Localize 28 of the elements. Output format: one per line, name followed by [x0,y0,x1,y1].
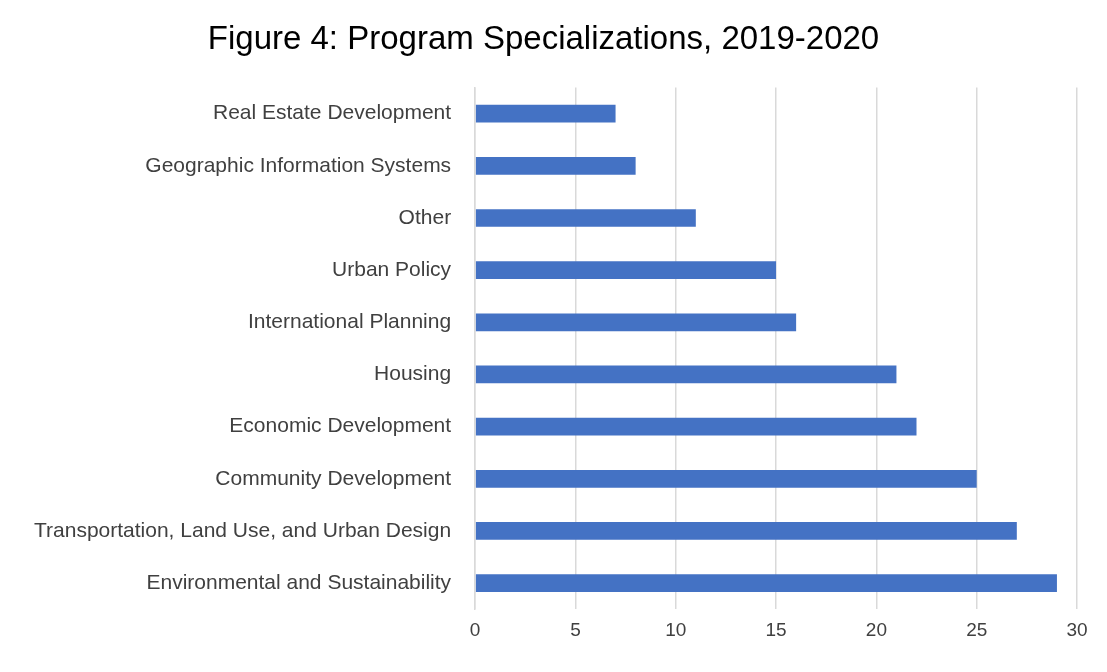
y-tick-label: Geographic Information Systems [145,152,452,176]
chart-title: Figure 4: Program Specializations, 2019-2020 [207,18,880,56]
y-tick-label: Urban Policy [332,256,452,280]
y-tick-label: Transportation, Land Use, and Urban Design [33,517,452,541]
x-tick-label: 10 [665,618,687,640]
bar [475,209,696,227]
bar [475,365,897,384]
bar [475,104,616,123]
y-tick-label: Housing [374,361,452,385]
x-tick-label: 30 [1066,618,1088,640]
y-tick-label: International Planning [247,309,452,333]
y-tick-label: Community Development [215,465,452,489]
bar [475,469,977,488]
bar [475,574,1057,592]
y-tick-label: Other [398,204,452,228]
x-tick-label: 25 [966,618,988,640]
x-tick-label: 0 [469,618,481,640]
bar [475,522,1017,540]
x-tick-label: 15 [765,618,787,640]
bar [475,261,777,280]
bar [475,417,917,436]
x-tick-label: 5 [570,618,581,640]
bar [475,156,636,175]
y-tick-label: Environmental and Sustainability [146,569,452,593]
bar [475,313,797,332]
y-tick-label: Real Estate Development [212,100,452,124]
x-tick-label: 20 [865,618,887,640]
y-tick-label: Economic Development [229,413,452,437]
